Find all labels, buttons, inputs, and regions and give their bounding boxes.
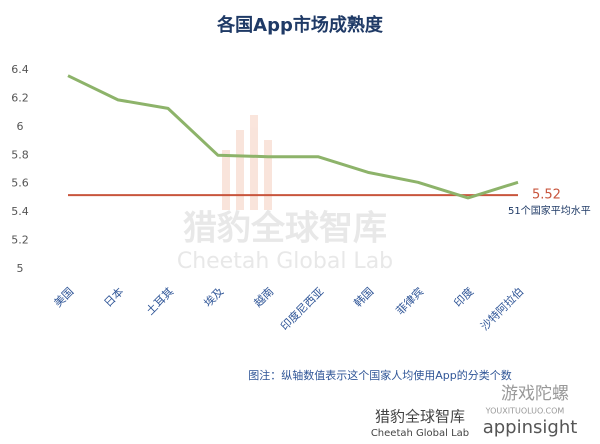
x-tick-label: 沙特阿拉伯 — [477, 284, 526, 333]
x-tick-label: 印度尼西亚 — [277, 284, 326, 333]
x-tick-label: 韩国 — [351, 284, 376, 309]
watermark: 猎豹全球智库 — [183, 209, 387, 249]
line — [67, 74, 519, 200]
x-tick-label: 美国 — [51, 285, 76, 310]
watermark: 猎豹全球智库 — [375, 408, 465, 426]
y-tick-label: 5.6 — [11, 177, 29, 190]
watermark: YOUXITUOLUO.COM — [485, 407, 565, 416]
watermark: Cheetah Global Lab — [177, 249, 393, 274]
footnote: 图注：纵轴数值表示这个国家人均使用App的分类个数 — [248, 368, 512, 382]
watermark: Cheetah Global Lab — [371, 428, 469, 439]
watermark: 游戏陀螺 — [501, 384, 569, 404]
y-tick-label: 5.8 — [11, 148, 29, 161]
x-tick-label: 埃及 — [201, 284, 226, 309]
watermark: appinsight — [483, 417, 578, 438]
y-tick-label: 5.2 — [11, 234, 29, 247]
y-tick-label: 6.2 — [11, 91, 29, 104]
reference-label: 5.52 — [532, 188, 561, 203]
y-tick-label: 5.4 — [11, 205, 29, 218]
y-tick-label: 5 — [17, 262, 24, 275]
x-tick-label: 菲律宾 — [393, 284, 426, 317]
watermark-bars — [222, 115, 272, 210]
y-tick-label: 6 — [17, 120, 24, 133]
x-tick-label: 越南 — [251, 284, 276, 309]
reference-note: 51个国家平均水平 — [508, 204, 591, 217]
y-tick-label: 6.4 — [11, 63, 29, 76]
x-tick-label: 印度 — [451, 284, 476, 309]
x-tick-label: 土耳其 — [144, 285, 177, 318]
x-tick-label: 日本 — [101, 284, 126, 309]
chart-title: 各国App市场成熟度 — [216, 14, 384, 36]
